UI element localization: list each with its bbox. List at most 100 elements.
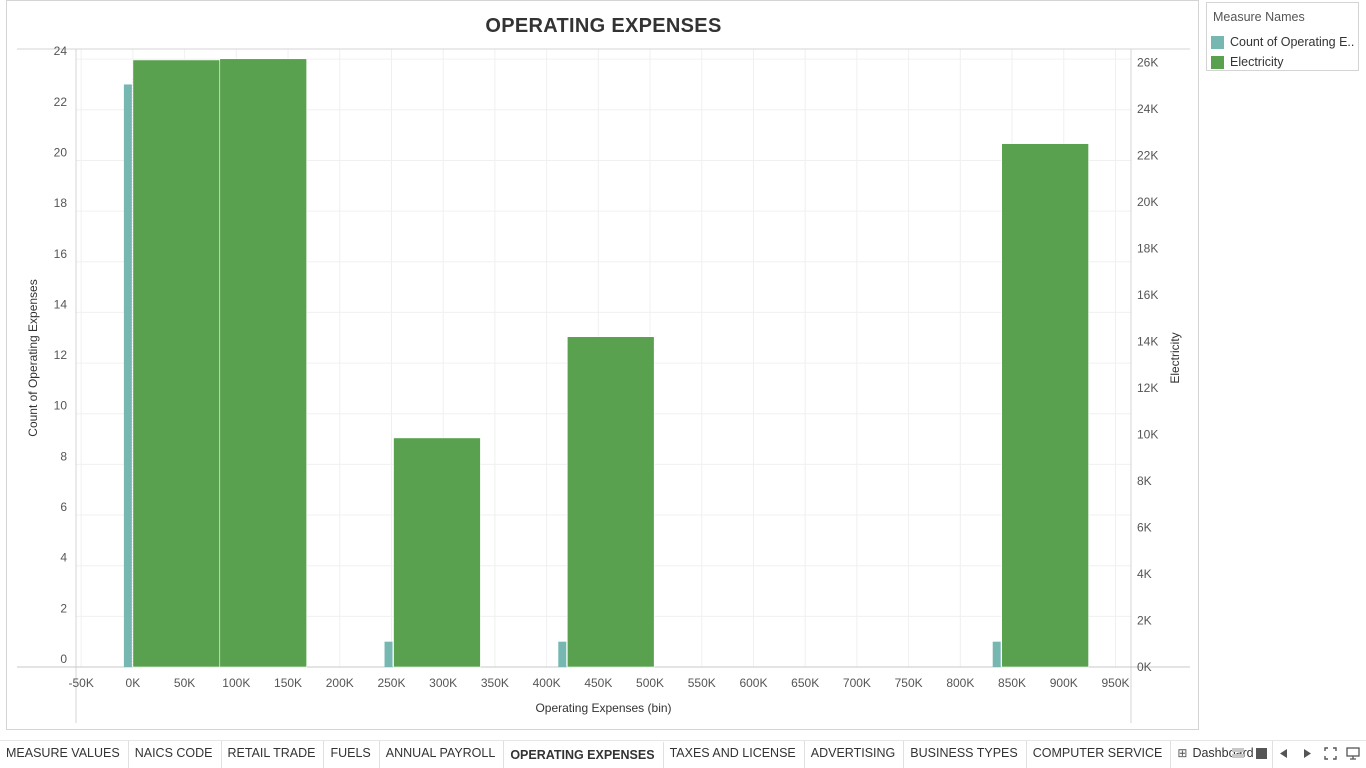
sheet-tab-label: ADVERTISING bbox=[810, 746, 896, 760]
y-left-tick-label: 6 bbox=[60, 500, 67, 514]
fullscreen-icon[interactable] bbox=[1323, 746, 1337, 760]
sheet-tab-bar: MEASURE VALUES NAICS CODE RETAIL TRADE FUEL… bbox=[0, 740, 1366, 768]
x-axis-title: Operating Expenses (bin) bbox=[535, 701, 671, 715]
y-axis-right-title: Electricity bbox=[1168, 332, 1182, 383]
x-tick-label: 300K bbox=[429, 676, 457, 690]
x-tick-label: 950K bbox=[1101, 676, 1129, 690]
x-tick-label: 850K bbox=[998, 676, 1026, 690]
x-tick-label: 100K bbox=[222, 676, 250, 690]
y-left-tick-label: 24 bbox=[54, 44, 68, 58]
legend-item-count[interactable]: Count of Operating E.. bbox=[1211, 34, 1354, 50]
bar-electricity bbox=[219, 58, 307, 668]
bar-electricity bbox=[132, 59, 221, 668]
x-tick-label: 350K bbox=[481, 676, 509, 690]
y-right-tick-label: 18K bbox=[1137, 241, 1158, 255]
chart-svg: 0246810121416182022240K2K4K6K8K10K12K14K… bbox=[17, 44, 1190, 723]
x-tick-label: 250K bbox=[377, 676, 405, 690]
y-left-tick-label: 10 bbox=[54, 399, 68, 413]
sheet-tab[interactable]: ⊞ Dashboard 1 bbox=[1171, 741, 1274, 768]
sheet-tab-label: MEASURE VALUES bbox=[6, 746, 120, 760]
x-tick-label: -50K bbox=[68, 676, 93, 690]
y-right-tick-label: 4K bbox=[1137, 567, 1152, 581]
x-tick-label: 900K bbox=[1050, 676, 1078, 690]
stop-icon[interactable] bbox=[1254, 746, 1268, 760]
bar-count-of-operating-expenses bbox=[384, 641, 393, 667]
prev-arrow-icon[interactable] bbox=[1277, 746, 1291, 760]
bar-count-of-operating-expenses bbox=[558, 641, 567, 667]
sheet-tab[interactable]: ADVERTISING bbox=[805, 741, 905, 768]
next-arrow-icon[interactable] bbox=[1300, 746, 1314, 760]
sheet-tab-label: FUELS bbox=[330, 746, 371, 760]
sheet-tab-label: NAICS CODE bbox=[134, 746, 213, 760]
y-right-tick-label: 2K bbox=[1137, 613, 1152, 627]
x-tick-label: 150K bbox=[274, 676, 302, 690]
sheet-tab-label: TAXES AND LICENSE bbox=[669, 746, 796, 760]
y-right-tick-label: 16K bbox=[1137, 288, 1158, 302]
y-left-tick-label: 18 bbox=[54, 196, 68, 210]
x-tick-label: 0K bbox=[126, 676, 141, 690]
x-tick-label: 750K bbox=[895, 676, 923, 690]
y-right-tick-label: 24K bbox=[1137, 102, 1158, 116]
legend-label-electricity: Electricity bbox=[1230, 55, 1284, 69]
bar-count-of-operating-expenses bbox=[123, 84, 132, 668]
bar-electricity bbox=[566, 336, 655, 668]
sheet-tab[interactable]: TAXES AND LICENSE bbox=[664, 741, 805, 768]
y-right-tick-label: 0K bbox=[1137, 660, 1152, 674]
sheet-tab-label: ANNUAL PAYROLL bbox=[385, 746, 496, 760]
x-tick-label: 200K bbox=[326, 676, 354, 690]
y-right-tick-label: 20K bbox=[1137, 195, 1158, 209]
y-left-tick-label: 12 bbox=[54, 348, 68, 362]
legend-swatch-electricity bbox=[1211, 55, 1224, 69]
sheet-tab[interactable]: OPERATING EXPENSES bbox=[504, 741, 664, 768]
y-right-tick-label: 10K bbox=[1137, 427, 1158, 441]
y-left-tick-label: 2 bbox=[60, 601, 67, 615]
y-left-tick-label: 0 bbox=[60, 652, 67, 666]
y-right-tick-label: 6K bbox=[1137, 520, 1152, 534]
y-axis-left-title: Count of Operating Expenses bbox=[26, 279, 40, 436]
x-tick-label: 600K bbox=[739, 676, 767, 690]
x-tick-label: 800K bbox=[946, 676, 974, 690]
legend[interactable]: Measure Names Count of Operating E.. Ele… bbox=[1206, 2, 1359, 71]
y-left-tick-label: 16 bbox=[54, 247, 68, 261]
x-tick-label: 700K bbox=[843, 676, 871, 690]
worksheet-panel: OPERATING EXPENSES 0 2 4 6 8 10 12 14 16 18 20 22 24… bbox=[6, 0, 1199, 730]
y-left-tick-label: 20 bbox=[54, 145, 68, 159]
sheet-tabs: MEASURE VALUES NAICS CODE RETAIL TRADE FUEL… bbox=[0, 741, 1274, 768]
y-left-tick-label: 22 bbox=[54, 95, 68, 109]
bar-electricity bbox=[393, 437, 481, 668]
y-right-tick-label: 26K bbox=[1137, 55, 1158, 69]
legend-item-electricity[interactable]: Electricity bbox=[1211, 54, 1283, 70]
x-tick-label: 450K bbox=[584, 676, 612, 690]
sheet-tab-label: OPERATING EXPENSES bbox=[510, 748, 655, 762]
sheet-tab[interactable]: COMPUTER SERVICE bbox=[1027, 741, 1172, 768]
y-left-tick-label: 8 bbox=[60, 449, 67, 463]
x-tick-label: 550K bbox=[688, 676, 716, 690]
x-tick-label: 50K bbox=[174, 676, 195, 690]
sheet-tab[interactable]: ANNUAL PAYROLL bbox=[380, 741, 505, 768]
sheet-navigation bbox=[1231, 746, 1360, 760]
x-tick-label: 400K bbox=[533, 676, 561, 690]
legend-swatch-count bbox=[1211, 35, 1224, 49]
chart-title: OPERATING EXPENSES bbox=[485, 15, 722, 37]
sheet-tab-label: COMPUTER SERVICE bbox=[1032, 746, 1163, 760]
grid-view-icon[interactable] bbox=[1231, 746, 1245, 760]
x-tick-label: 500K bbox=[636, 676, 664, 690]
sheet-tab-label: BUSINESS TYPES bbox=[910, 746, 1018, 760]
legend-label-count: Count of Operating E.. bbox=[1230, 35, 1355, 49]
dashboard-icon: ⊞ bbox=[1177, 746, 1188, 760]
legend-title: Measure Names bbox=[1213, 10, 1305, 24]
sheet-tab[interactable]: NAICS CODE bbox=[129, 741, 222, 768]
y-right-tick-label: 22K bbox=[1137, 148, 1158, 162]
sheet-tab-label: Dashboard 1 bbox=[1192, 746, 1265, 760]
x-tick-label: 650K bbox=[791, 676, 819, 690]
bar-electricity bbox=[1001, 143, 1089, 668]
sheet-tab[interactable]: MEASURE VALUES bbox=[0, 741, 129, 768]
y-right-tick-label: 8K bbox=[1137, 474, 1152, 488]
presentation-icon[interactable] bbox=[1346, 746, 1360, 760]
sheet-tab[interactable]: RETAIL TRADE bbox=[222, 741, 325, 768]
y-right-tick-label: 12K bbox=[1137, 381, 1158, 395]
sheet-tab[interactable]: FUELS bbox=[324, 741, 380, 768]
sheet-tab-label: RETAIL TRADE bbox=[227, 746, 316, 760]
sheet-tab[interactable]: BUSINESS TYPES bbox=[904, 741, 1027, 768]
y-right-tick-label: 14K bbox=[1137, 334, 1158, 348]
